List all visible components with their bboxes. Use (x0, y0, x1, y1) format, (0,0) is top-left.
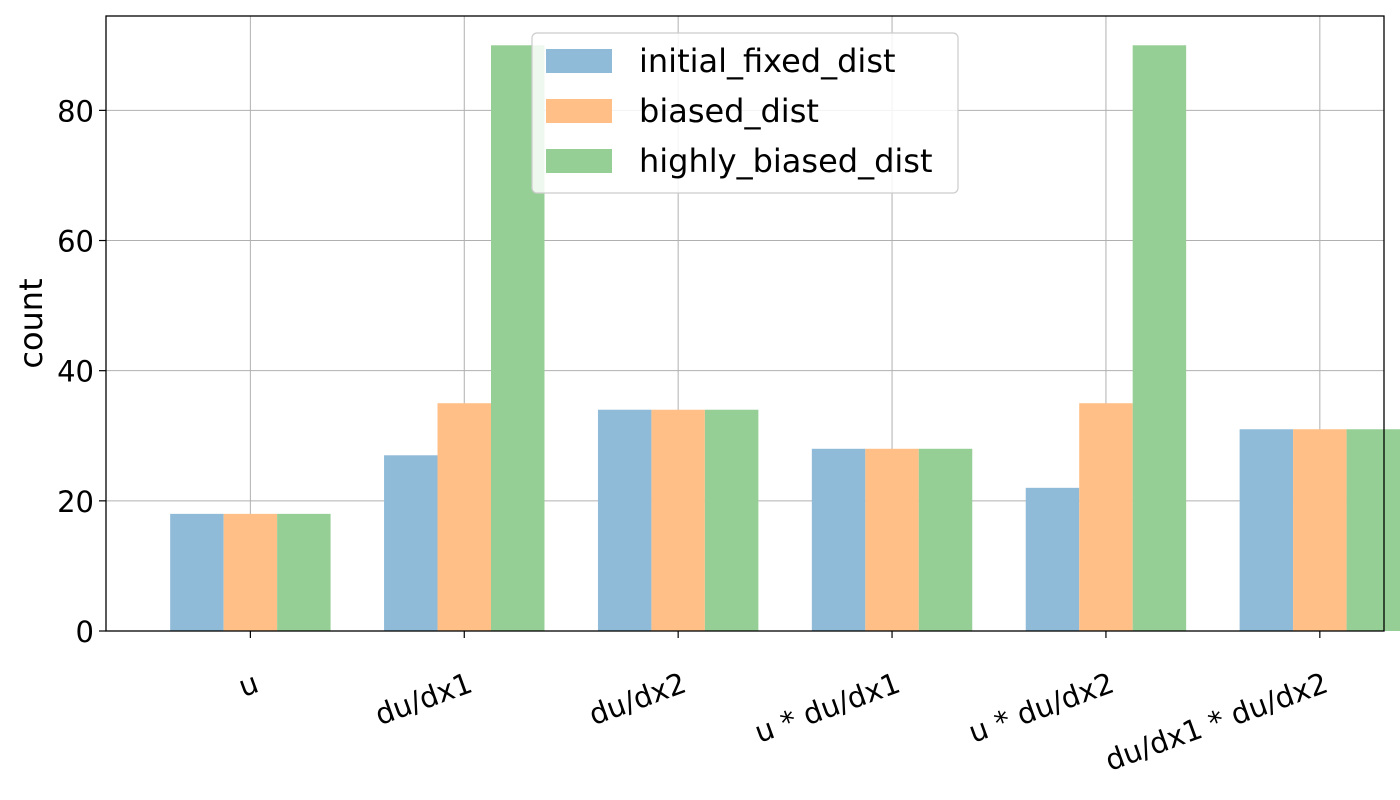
bar-biased_dist (651, 409, 705, 631)
bar-initial_fixed_dist (811, 448, 866, 631)
legend-swatch (546, 149, 612, 173)
x-tick-label: u * du/dx1 (750, 666, 904, 750)
legend-swatch (546, 99, 612, 123)
x-tick-label: du/dx2 (584, 666, 690, 732)
bar-highly_biased_dist (1132, 45, 1187, 632)
y-tick-label: 20 (57, 485, 94, 519)
bar-biased_dist (1293, 429, 1347, 631)
bar-initial_fixed_dist (1025, 487, 1080, 631)
bar-initial_fixed_dist (597, 409, 652, 631)
bar-biased_dist (865, 448, 919, 631)
legend: initial_fixed_dist biased_dist highly_bias… (531, 32, 959, 194)
y-tick-label: 80 (57, 94, 94, 128)
bars (170, 45, 1400, 632)
x-tick-label: u (234, 666, 263, 704)
x-tick-label: du/dx1 (371, 666, 477, 732)
legend-label: biased_dist (639, 92, 819, 130)
bar-biased_dist (223, 513, 278, 631)
bar-initial_fixed_dist (384, 455, 438, 631)
bar-highly_biased_dist (918, 448, 973, 631)
bar-initial_fixed_dist (170, 513, 224, 631)
legend-label: highly_biased_dist (639, 142, 933, 180)
legend-label: initial_fixed_dist (639, 42, 896, 80)
y-tick-label: 0 (76, 615, 94, 649)
y-axis-label: count (12, 278, 50, 368)
bar-highly_biased_dist (1346, 429, 1400, 631)
plot-frame (105, 15, 1385, 632)
x-tick-label: u * du/dx2 (964, 666, 1118, 750)
legend-swatch (546, 49, 612, 73)
bar-biased_dist (1079, 403, 1133, 631)
bar-biased_dist (437, 403, 492, 631)
bar-highly_biased_dist (277, 513, 331, 631)
x-tick-label: du/dx1 * du/dx2 (1101, 666, 1333, 778)
bar-highly_biased_dist (704, 409, 759, 631)
bar-initial_fixed_dist (1239, 429, 1294, 631)
y-tick-label: 60 (57, 225, 94, 259)
y-tick-label: 40 (57, 355, 94, 389)
legend-box (531, 32, 959, 194)
